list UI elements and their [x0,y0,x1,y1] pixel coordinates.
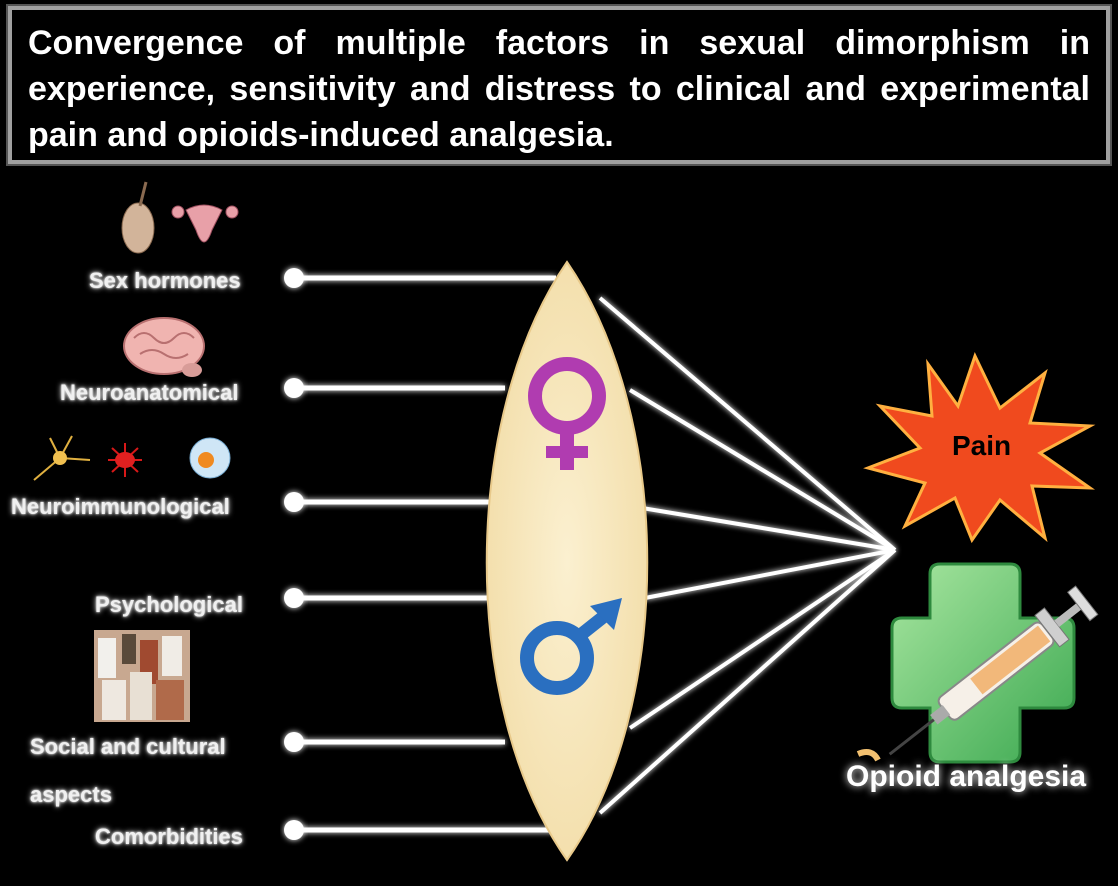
factor-label-psychological: Psychological [95,592,243,617]
connector-dot [284,492,304,512]
connector-dot [284,268,304,288]
sex-organs-icon [121,181,239,254]
opioid-analgesia-icon [856,562,1099,764]
connector-dot [284,820,304,840]
immune-cells-icon [33,435,231,481]
connector-dot [284,588,304,608]
opioid-analgesia-label: Opioid analgesia [846,760,1087,793]
connector-dot [284,732,304,752]
diagram-canvas [33,181,1099,862]
pain-star-icon [863,352,1096,544]
factor-label-social-cultural-line2: aspects [30,782,112,807]
factor-label-social-cultural: Social and cultural [30,734,226,759]
convergence-line [598,296,897,552]
factor-label-neuroimmunological: Neuroimmunological [11,494,230,519]
convergence-line [598,548,897,815]
female-symbol-icon [528,357,606,470]
convergence-line [628,388,897,552]
convergence-line [644,548,896,600]
convergence-line [628,548,897,730]
male-symbol-icon [520,598,622,695]
pain-label: Pain [952,430,1012,461]
factor-label-sex-hormones: Sex hormones [89,268,241,293]
lens-shape [485,260,649,862]
convergence-lines [598,296,897,815]
brain-icon [123,317,205,377]
title-box: Convergence of multiple factors in sexua… [6,4,1112,166]
connector-dots [284,268,304,840]
connector-dot [284,378,304,398]
factor-label-neuroanatomical: Neuroanatomical [60,380,239,405]
diagram-title: Convergence of multiple factors in sexua… [28,24,1090,154]
factor-label-comorbidities: Comorbidities [95,824,243,849]
social-crowd-icon [94,630,190,722]
convergence-line [629,504,896,552]
factor-connectors [294,275,556,833]
diagram-stage: Sex hormones Neuroanatomical Neuroimmuno… [0,168,1118,886]
